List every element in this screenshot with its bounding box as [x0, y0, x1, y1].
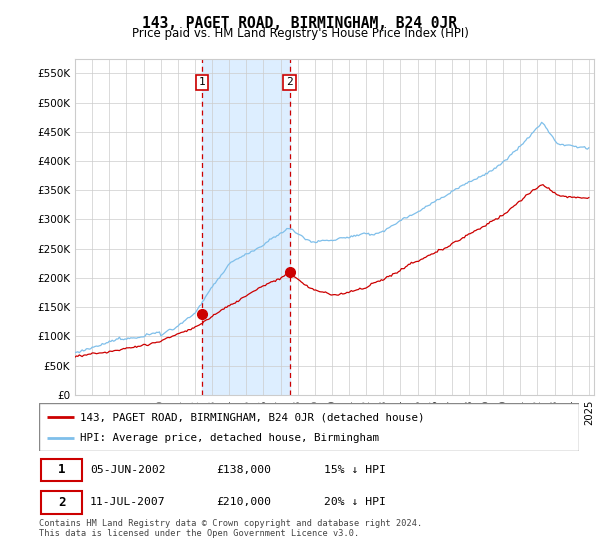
- Text: 143, PAGET ROAD, BIRMINGHAM, B24 0JR (detached house): 143, PAGET ROAD, BIRMINGHAM, B24 0JR (de…: [79, 412, 424, 422]
- FancyBboxPatch shape: [39, 403, 579, 451]
- Text: 143, PAGET ROAD, BIRMINGHAM, B24 0JR: 143, PAGET ROAD, BIRMINGHAM, B24 0JR: [143, 16, 458, 31]
- Text: 11-JUL-2007: 11-JUL-2007: [90, 497, 166, 507]
- Bar: [202, 59, 290, 395]
- Text: HPI: Average price, detached house, Birmingham: HPI: Average price, detached house, Birm…: [79, 433, 379, 444]
- FancyBboxPatch shape: [41, 491, 82, 514]
- Text: 1: 1: [199, 77, 206, 87]
- Text: Price paid vs. HM Land Registry's House Price Index (HPI): Price paid vs. HM Land Registry's House …: [131, 27, 469, 40]
- Text: 20% ↓ HPI: 20% ↓ HPI: [324, 497, 386, 507]
- Text: 2: 2: [286, 77, 293, 87]
- FancyBboxPatch shape: [41, 459, 82, 481]
- Text: £210,000: £210,000: [216, 497, 271, 507]
- Text: Contains HM Land Registry data © Crown copyright and database right 2024.
This d: Contains HM Land Registry data © Crown c…: [39, 519, 422, 538]
- Text: £138,000: £138,000: [216, 465, 271, 475]
- Text: 1: 1: [58, 463, 65, 477]
- Text: 15% ↓ HPI: 15% ↓ HPI: [324, 465, 386, 475]
- Text: 2: 2: [58, 496, 65, 509]
- Text: 05-JUN-2002: 05-JUN-2002: [90, 465, 166, 475]
